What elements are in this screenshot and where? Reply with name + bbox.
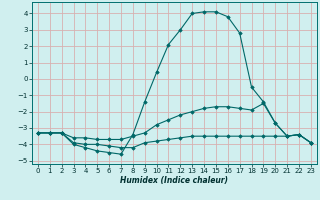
X-axis label: Humidex (Indice chaleur): Humidex (Indice chaleur) [120, 176, 228, 185]
